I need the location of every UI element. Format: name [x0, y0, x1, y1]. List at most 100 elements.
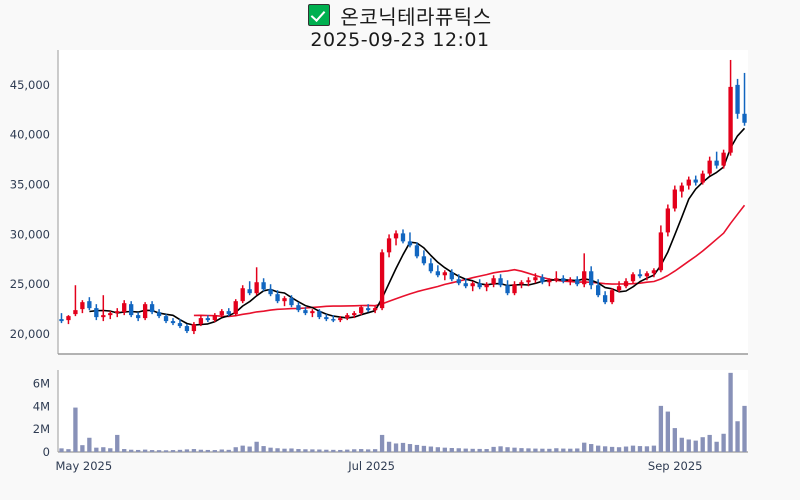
candle-body: [80, 302, 85, 310]
candle-body: [359, 307, 364, 314]
volume-bar: [379, 434, 385, 452]
x-tick-label: Jul 2025: [347, 459, 395, 473]
candle-body: [742, 113, 747, 123]
candle-body: [345, 315, 350, 319]
candle-body: [609, 290, 615, 303]
volume-tick-label: 0: [43, 445, 50, 459]
volume-bar: [345, 449, 350, 452]
candle-body: [533, 277, 538, 281]
candle-body: [463, 283, 468, 287]
ma-long-line: [193, 204, 746, 318]
candle-body: [289, 298, 294, 306]
volume-bar: [456, 448, 461, 452]
volume-bar: [491, 446, 496, 452]
candle-body: [101, 315, 106, 318]
candle-body: [505, 285, 510, 294]
candle-body: [115, 311, 120, 314]
candle-body: [324, 317, 329, 320]
candle-body: [282, 298, 287, 302]
candle-body: [372, 308, 378, 311]
volume-bar: [575, 448, 580, 452]
volume-bar: [198, 449, 204, 452]
candle-body: [568, 279, 573, 282]
candle-body: [561, 278, 566, 282]
volume-bar: [101, 447, 106, 452]
volume-bar: [324, 449, 329, 452]
volume-bar: [568, 448, 573, 452]
candle-body: [644, 273, 650, 277]
candle-body: [205, 318, 211, 321]
price-panel-background: [58, 50, 748, 354]
volume-bar: [142, 449, 148, 452]
volume-bar: [372, 449, 378, 452]
volume-bar: [407, 444, 413, 452]
candle-body: [226, 311, 231, 315]
volume-panel-background: [58, 370, 748, 452]
candle-body: [400, 233, 406, 242]
volume-bar: [365, 449, 371, 452]
green-check-icon: [308, 4, 331, 26]
volume-bar: [686, 439, 691, 452]
volume-bar: [317, 449, 322, 452]
volume-bar: [275, 448, 280, 452]
volume-bar: [191, 449, 197, 452]
volume-bar: [609, 446, 615, 452]
volume-bar: [400, 442, 406, 452]
candle-body: [156, 312, 162, 317]
volume-bar: [533, 448, 538, 452]
volume-bar: [303, 449, 308, 452]
candle-body: [365, 308, 371, 311]
volume-bar: [135, 449, 141, 452]
candle-body: [721, 152, 726, 166]
volume-bar: [87, 437, 92, 452]
candle-body: [177, 323, 183, 327]
title-row: 온코닉테라퓨틱스: [0, 2, 800, 29]
candle-body: [414, 245, 420, 257]
volume-bar: [149, 450, 155, 452]
candle-body: [456, 279, 461, 284]
volume-bar: [665, 411, 671, 452]
candle-body: [352, 313, 357, 316]
candle-body: [317, 311, 322, 318]
volume-bar: [129, 449, 134, 452]
volume-bar: [226, 449, 231, 452]
candle-body: [693, 179, 698, 183]
volume-bar: [73, 407, 78, 452]
volume-bar: [435, 447, 441, 452]
volume-bar: [672, 428, 677, 452]
volume-bar: [240, 445, 245, 452]
candle-body: [142, 304, 148, 319]
candle-body: [212, 315, 217, 321]
candle-body: [170, 321, 176, 324]
candle-body: [651, 270, 657, 274]
volume-bar: [470, 448, 475, 452]
candle-body: [519, 282, 524, 285]
chart-timestamp: 2025-09-23 12:01: [310, 29, 490, 51]
candle-body: [658, 232, 664, 271]
volume-bar: [512, 447, 517, 452]
volume-bar: [94, 447, 99, 452]
volume-bar: [540, 448, 545, 452]
candle-body: [547, 280, 552, 283]
candle-body: [686, 179, 691, 186]
x-tick-label: May 2025: [55, 459, 112, 473]
candle-body: [728, 86, 733, 153]
candle-body: [575, 279, 580, 285]
volume-bar: [679, 437, 684, 452]
candle-body: [184, 326, 190, 332]
volume-bar: [505, 447, 510, 452]
candle-body: [616, 286, 622, 291]
candle-body: [331, 319, 336, 321]
volume-bar: [338, 449, 343, 452]
candle-body: [87, 301, 92, 309]
volume-bar: [261, 446, 266, 452]
volume-bar: [582, 442, 587, 452]
candle-body: [512, 284, 517, 294]
volume-bar: [595, 445, 601, 452]
candle-body: [296, 305, 301, 311]
price-tick-label: 30,000: [10, 227, 50, 241]
candle-body: [421, 256, 427, 264]
candle-body: [526, 280, 531, 283]
